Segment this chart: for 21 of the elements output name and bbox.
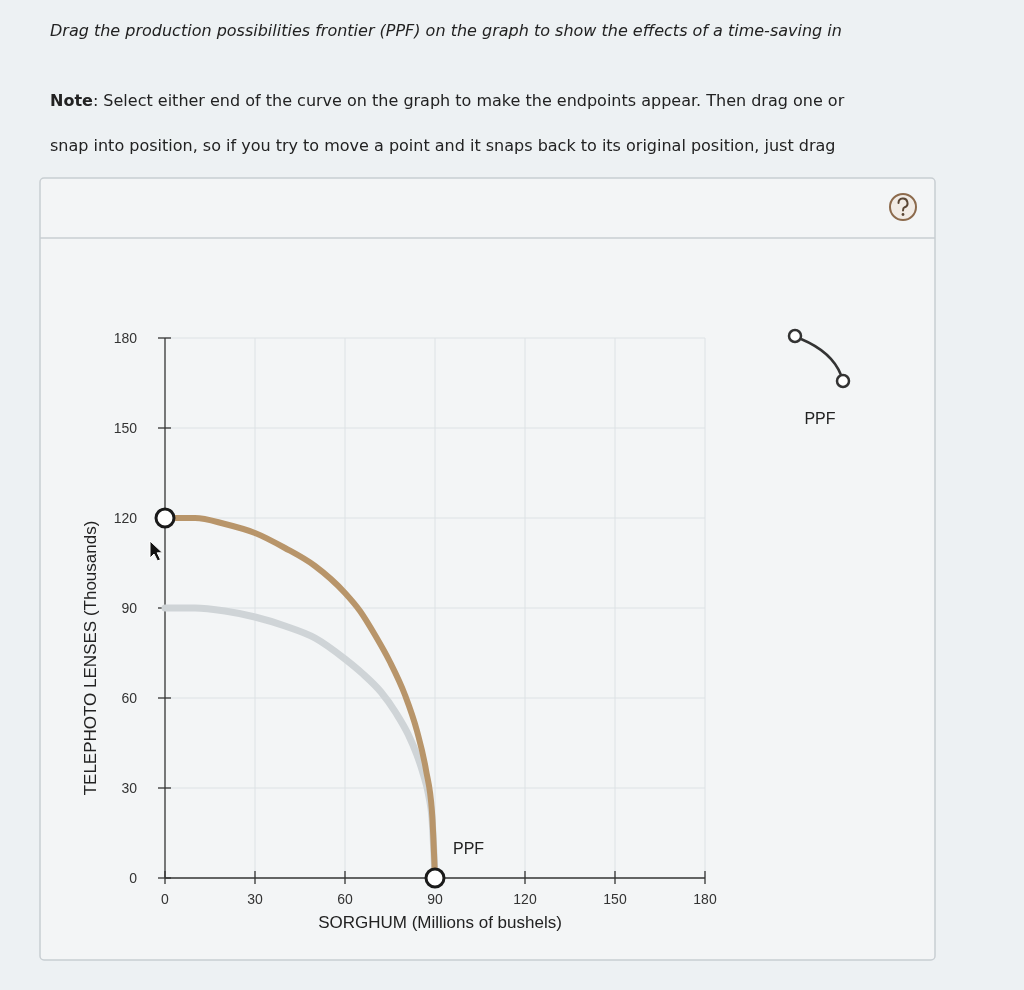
y-tick-label: 180: [113, 329, 138, 346]
x-axis-title: SORGHUM (Millions of bushels): [318, 913, 562, 932]
y-tick-label: 30: [121, 779, 138, 796]
x-tick-label: 0: [161, 891, 170, 907]
x-tick-label: 150: [603, 891, 627, 907]
x-tick-label: 30: [247, 891, 263, 907]
y-tick-label: 150: [113, 419, 138, 436]
x-tick-label: 120: [513, 891, 537, 907]
x-tick-label: 90: [427, 891, 443, 907]
text: Note: Select either end of the curve on the graph to make the endpoints appear. Then drag one or: [50, 91, 845, 110]
series-label: PPF: [453, 840, 485, 857]
x-tick-label: 180: [693, 891, 717, 907]
y-tick-label: 90: [121, 599, 138, 616]
text: PPF: [804, 410, 836, 427]
y-axis-title: TELEPHOTO LENSES (Thousands): [81, 520, 100, 796]
chart-title: Drag the production possibilities frontier (PPF) on the graph to show the effects of a time-saving in: [50, 21, 842, 40]
text: snap into position, so if you try to move a point and it snaps back to its original position, just drag: [50, 136, 836, 155]
y-tick-label: 0: [129, 869, 138, 886]
y-tick-label: 120: [113, 509, 138, 526]
y-tick-label: 60: [121, 689, 138, 706]
x-tick-label: 60: [337, 891, 353, 907]
